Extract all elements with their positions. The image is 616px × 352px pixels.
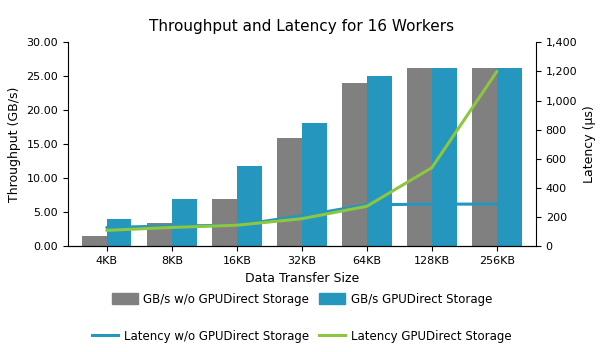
Bar — [432, 68, 456, 246]
Bar — [82, 235, 107, 246]
Bar — [237, 166, 262, 246]
Title: Throughput and Latency for 16 Workers: Throughput and Latency for 16 Workers — [149, 19, 455, 34]
Bar — [367, 76, 392, 246]
Bar — [172, 199, 197, 246]
Bar — [147, 222, 172, 246]
Legend: Latency w/o GPUDirect Storage, Latency GPUDirect Storage: Latency w/o GPUDirect Storage, Latency G… — [92, 329, 511, 342]
Y-axis label: Throughput (GB/s): Throughput (GB/s) — [8, 87, 21, 202]
Bar — [302, 122, 326, 246]
Bar — [342, 83, 367, 246]
Y-axis label: Latency (μs): Latency (μs) — [583, 106, 596, 183]
Bar — [212, 199, 237, 246]
Bar — [107, 219, 131, 246]
X-axis label: Data Transfer Size: Data Transfer Size — [245, 272, 359, 285]
Bar — [407, 68, 432, 246]
Legend: GB/s w/o GPUDirect Storage, GB/s GPUDirect Storage: GB/s w/o GPUDirect Storage, GB/s GPUDire… — [111, 293, 492, 306]
Bar — [277, 138, 302, 246]
Bar — [497, 68, 522, 246]
Bar — [472, 68, 497, 246]
